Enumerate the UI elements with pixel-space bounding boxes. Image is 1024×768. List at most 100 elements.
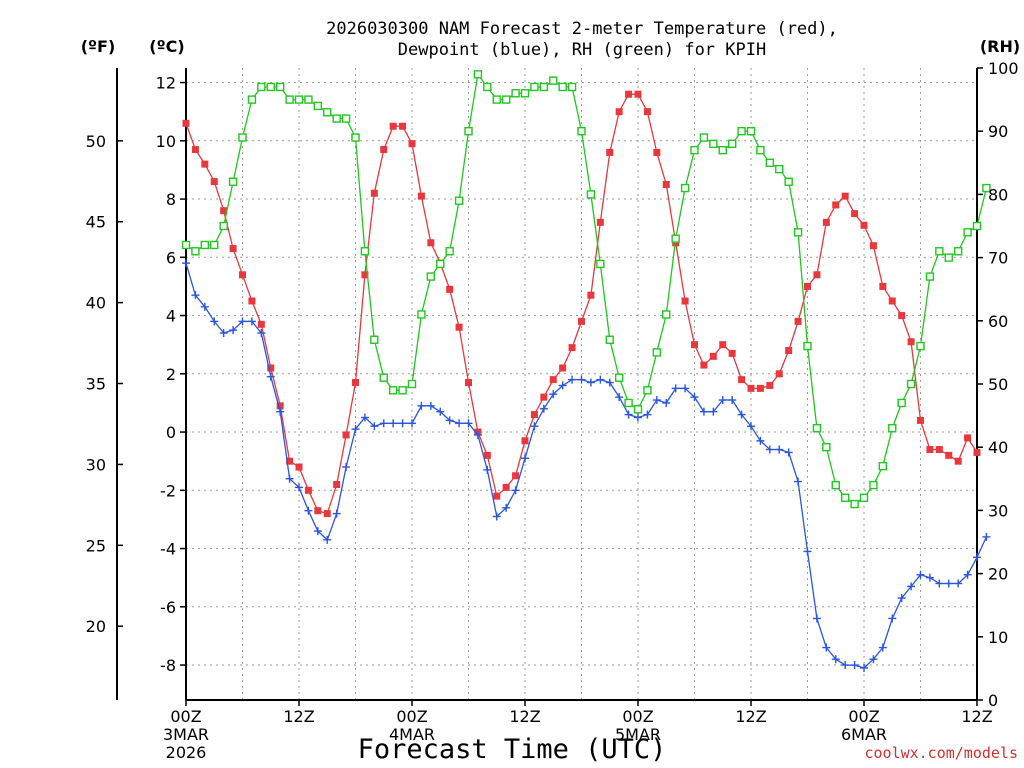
rh-tick-label: 80 — [988, 185, 1008, 204]
temperature-point — [276, 402, 284, 410]
tick-labels: 121086420-2-4-6-850454035302520100908070… — [86, 59, 1019, 762]
x-tick-label: 00Z — [622, 707, 653, 726]
x-tick-label: 12Z — [961, 707, 992, 726]
temperature-point — [248, 297, 256, 305]
rh-point — [897, 398, 906, 408]
temperature-point — [286, 457, 294, 465]
dewpoint-point — [596, 375, 605, 384]
rh-point — [963, 228, 972, 237]
rh-point — [323, 108, 332, 117]
chart-title-line1: 2026030300 NAM Forecast 2-meter Temperat… — [326, 19, 838, 39]
dewpoint-point — [718, 396, 727, 405]
temperature-point — [747, 384, 755, 392]
rh-point — [341, 114, 351, 123]
temperature-point — [568, 344, 576, 352]
dewpoint-point — [558, 381, 567, 390]
temperature-point — [643, 108, 651, 116]
celsius-tick-label: 6 — [166, 248, 176, 267]
celsius-tick-label: 2 — [166, 365, 176, 384]
rh-tick-label: 90 — [988, 122, 1008, 141]
rh-point — [935, 247, 944, 256]
temperature-point — [352, 379, 359, 387]
rh-point — [454, 196, 464, 205]
rh-point — [257, 82, 266, 92]
fahrenheit-tick-label: 50 — [86, 132, 106, 151]
rh-point — [803, 341, 812, 351]
dewpoint-point — [709, 407, 718, 416]
dewpoint-point — [219, 329, 228, 338]
x-tick-label: 00Z — [848, 707, 879, 726]
rh-point — [888, 424, 897, 433]
dewpoint-point — [850, 661, 859, 670]
rh-point — [662, 310, 671, 319]
dewpoint-point — [925, 573, 934, 582]
dewpoint-point — [539, 404, 548, 413]
dewpoint-point — [379, 419, 388, 428]
rh-point — [718, 145, 727, 155]
rh-point — [982, 183, 991, 193]
series-layer — [181, 70, 991, 672]
dewpoint-point — [436, 407, 445, 416]
rh-point — [558, 82, 567, 92]
dewpoint-point — [266, 372, 275, 381]
dewpoint-point — [295, 483, 303, 492]
rh-point — [614, 373, 624, 382]
rh-point — [247, 95, 257, 104]
dewpoint-point — [473, 430, 482, 439]
temperature-point — [578, 317, 585, 325]
rh-point — [605, 335, 614, 344]
dewpoint-point — [954, 579, 963, 588]
rh-point — [577, 126, 586, 136]
dewpoint-point — [662, 398, 671, 407]
dewpoint-point — [247, 317, 256, 326]
dewpoint-point — [652, 396, 661, 405]
grid-lines — [186, 68, 977, 700]
dewpoint-point — [615, 393, 624, 402]
temperature-point — [399, 122, 407, 130]
temperature-point — [756, 384, 764, 392]
rh-point — [520, 89, 530, 98]
rh-tick-label: 60 — [988, 312, 1008, 331]
dewpoint-point — [747, 422, 755, 431]
dewpoint-point — [568, 375, 577, 384]
dewpoint-point — [803, 547, 812, 556]
dewpoint-point — [690, 393, 699, 402]
fahrenheit-tick-label: 20 — [86, 617, 106, 636]
celsius-tick-label: -2 — [160, 481, 176, 500]
dewpoint-point — [822, 643, 831, 652]
temperature-point — [964, 434, 972, 442]
series-dewpoint — [182, 259, 991, 672]
temperature-point — [634, 90, 642, 98]
temperature-point — [512, 472, 520, 480]
temperature-point — [267, 364, 275, 372]
temperature-point — [540, 393, 548, 401]
rh-point — [567, 82, 577, 92]
x-tick-label: 12Z — [735, 707, 766, 726]
dewpoint-point — [794, 477, 803, 486]
temperature-point — [898, 312, 906, 320]
dewpoint-point — [643, 410, 652, 419]
temperature-point — [493, 492, 501, 500]
rh-point — [464, 126, 473, 136]
fahrenheit-tick-label: 30 — [86, 455, 106, 474]
temperature-point — [596, 218, 604, 226]
dewpoint-point — [888, 614, 897, 623]
dewpoint-point — [982, 532, 991, 541]
rh-point — [501, 95, 511, 104]
temperature-point — [926, 446, 934, 454]
dewpoint-point — [878, 643, 887, 652]
x-tick-date-label: 4MAR — [389, 725, 435, 744]
rh-point — [822, 443, 831, 452]
series-temperature — [182, 90, 981, 518]
dewpoint-point — [276, 407, 285, 416]
dewpoint-point — [313, 527, 322, 536]
temperature-point — [465, 379, 472, 387]
temperature-point — [804, 282, 811, 290]
rh-point — [407, 379, 417, 389]
rh-point — [690, 145, 699, 155]
dewpoint-point — [577, 375, 586, 384]
temperature-point — [389, 122, 397, 130]
dewpoint-point — [944, 579, 953, 588]
celsius-tick-label: 0 — [166, 423, 176, 442]
rh-point — [492, 95, 501, 104]
